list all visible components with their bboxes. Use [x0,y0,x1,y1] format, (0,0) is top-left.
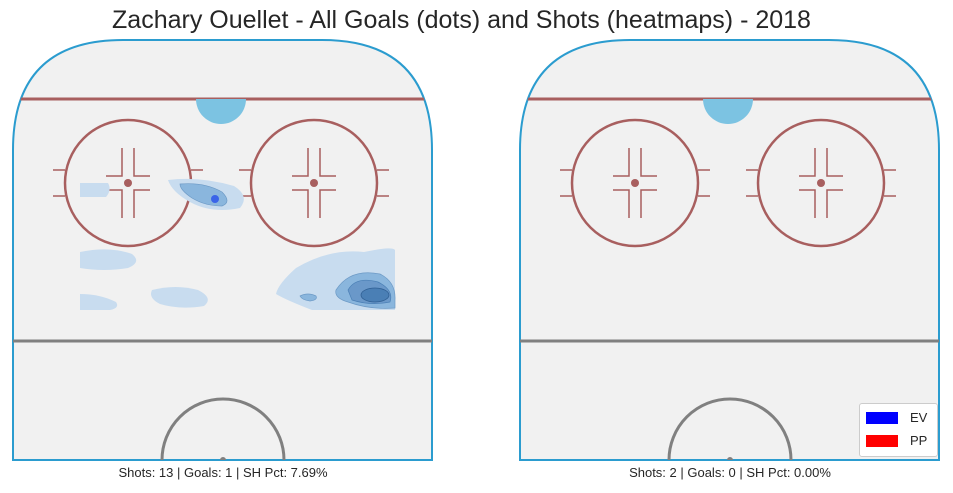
panel-caption-right: Shots: 2 | Goals: 0 | SH Pct: 0.00% [629,465,831,480]
heat-region-8 [299,293,317,302]
heat-region-6 [151,287,208,308]
rink-ice-left [12,39,433,461]
legend-label-ev: EV [910,410,928,425]
rink-panel-right [519,39,940,461]
heat-region-11 [360,287,390,303]
heat-region-5 [80,294,118,310]
faceoff-circle-right-1 [560,118,710,248]
legend-swatch-ev [866,412,898,424]
legend-label-pp: PP [910,433,928,448]
goal-crease-right [703,99,753,124]
goal-crease-left [196,99,246,124]
shot-heatmap-left [80,178,396,310]
heat-region-4 [80,249,137,270]
center-circle-right [667,397,793,460]
center-dot-right [727,457,733,460]
center-circle-left [160,397,286,460]
center-dot-left [220,457,226,460]
faceoff-circle-right-2 [746,118,896,248]
legend: EV PP [859,403,938,457]
chart-title: Zachary Ouellet - All Goals (dots) and S… [112,6,811,34]
panel-caption-left: Shots: 13 | Goals: 1 | SH Pct: 7.69% [118,465,328,480]
legend-swatch-pp [866,435,898,447]
rink-ice-right [519,39,940,461]
faceoff-circle-left-2 [239,118,389,248]
goal-dot-ev [211,195,219,203]
heat-region-1 [80,183,110,197]
rink-panel-left [12,39,433,461]
